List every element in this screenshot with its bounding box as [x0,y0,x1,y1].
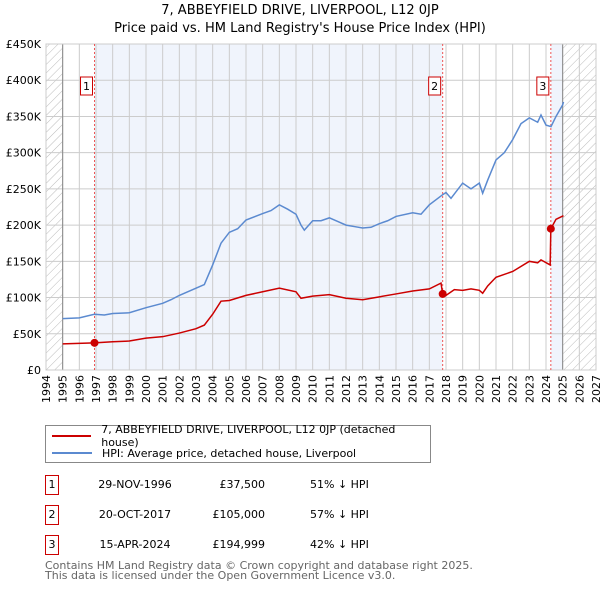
x-tick-label: 2027 [590,375,600,403]
x-tick-label: 2018 [440,375,453,403]
sale-date: 15-APR-2024 [99,538,171,551]
footer-line: Contains HM Land Registry data © Crown c… [45,559,473,572]
chart-title: 7, ABBEYFIELD DRIVE, LIVERPOOL, L12 0JP P… [0,2,600,38]
x-tick-label: 2016 [407,375,420,403]
sale-label-box [80,76,93,96]
subtitle: Price paid vs. HM Land Registry's House … [114,21,486,36]
y-tick-label: £100K [6,292,42,305]
sale-point [90,338,99,347]
x-tick-label: 2026 [573,375,586,403]
x-tick-label: 1998 [107,375,120,403]
sale-marker: 1 [45,475,59,495]
legend-item-property: 7, ABBEYFIELD DRIVE, LIVERPOOL, L12 0JP … [52,423,430,449]
sale-label: 2 [431,80,438,93]
x-tick-label: 2009 [290,375,303,403]
y-tick-label: £300K [6,147,42,160]
x-tick-label: 2020 [473,375,486,403]
x-tick-label: 2007 [257,375,270,403]
series-line [62,215,564,345]
x-tick-label: 1997 [90,375,103,403]
x-tick-label: 2005 [223,375,236,403]
legend: 7, ABBEYFIELD DRIVE, LIVERPOOL, L12 0JP … [45,423,431,463]
x-tick-label: 2017 [423,375,436,403]
sale-date: 29-NOV-1996 [98,478,172,491]
sale-price: £37,500 [219,478,266,491]
x-tick-label: 1994 [40,375,53,403]
shaded-period [94,44,443,370]
sale-row: 2 20-OCT-2017 £105,000 57% ↓ HPI [45,505,445,525]
y-tick-label: £350K [6,110,42,123]
x-tick-label: 2015 [390,375,403,403]
y-tick-label: £0 [27,364,41,377]
x-tick-label: 2023 [523,375,536,403]
sale-point [438,289,447,298]
x-tick-label: 2012 [340,375,353,403]
x-tick-label: 2021 [490,375,503,403]
x-tick-label: 1996 [73,375,86,403]
x-tick-label: 2008 [273,375,286,403]
y-tick-label: £450K [6,38,42,51]
sale-row: 1 29-NOV-1996 £37,500 51% ↓ HPI [45,475,445,495]
x-tick-label: 2001 [157,375,170,403]
x-tick-label: 1995 [57,375,70,403]
sale-hpi: 51% ↓ HPI [310,478,369,491]
sale-marker: 2 [45,505,59,525]
sale-hpi: 57% ↓ HPI [310,508,369,521]
x-tick-label: 2003 [190,375,203,403]
hatch-region [46,44,63,370]
sale-point [546,224,555,233]
sale-date: 20-OCT-2017 [98,508,172,521]
x-tick-label: 2019 [457,375,470,403]
sale-row: 3 15-APR-2024 £194,999 42% ↓ HPI [45,535,445,555]
shaded-period [550,44,563,370]
legend-item-hpi: HPI: Average price, detached house, Live… [52,445,356,461]
sale-price: £105,000 [212,508,266,521]
sale-marker: 3 [45,535,59,555]
sale-price: £194,999 [212,538,266,551]
x-tick-label: 2006 [240,375,253,403]
x-tick-label: 2002 [173,375,186,403]
x-tick-label: 2024 [540,375,553,403]
x-tick-label: 2010 [307,375,320,403]
y-tick-label: £200K [6,219,42,232]
legend-label: HPI: Average price, detached house, Live… [102,446,357,460]
y-tick-label: £50K [13,328,42,341]
legend-label: 7, ABBEYFIELD DRIVE, LIVERPOOL, L12 0JP … [101,423,396,449]
sale-label-box [536,76,550,96]
x-tick-label: 2011 [323,375,336,403]
x-tick-label: 2004 [207,375,220,403]
plot-border [45,43,597,371]
y-tick-label: £250K [6,183,42,196]
title: 7, ABBEYFIELD DRIVE, LIVERPOOL, L12 0JP [161,3,439,18]
footer: Contains HM Land Registry data © Crown c… [45,559,473,582]
y-tick-label: £400K [6,74,42,87]
x-tick-label: 1999 [123,375,136,403]
sale-label: 1 [83,80,90,93]
series-line [62,101,565,320]
footer-line: This data is licensed under the Open Gov… [45,569,396,582]
x-tick-label: 2000 [140,375,153,403]
price-chart: 1994 1995 1996 1997 1998 1999 2000 2001 2002 2003… [6,38,600,403]
x-tick-label: 2025 [557,375,570,403]
sale-label: 3 [539,80,546,93]
sale-hpi: 42% ↓ HPI [310,538,369,551]
x-tick-label: 2014 [373,375,386,403]
y-tick-label: £150K [6,255,42,268]
sale-label-box [428,76,442,96]
x-tick-label: 2013 [357,375,370,403]
x-tick-label: 2022 [507,375,520,403]
